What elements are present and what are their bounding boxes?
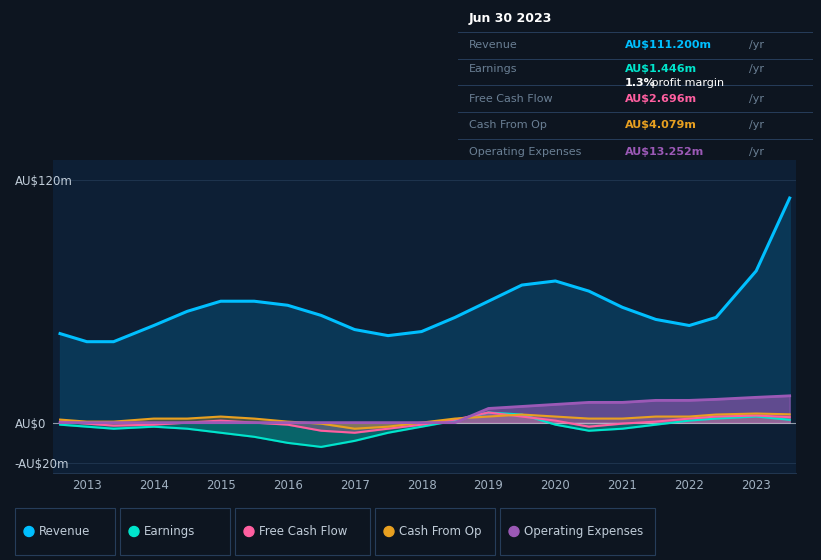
Text: /yr: /yr bbox=[749, 120, 764, 130]
Bar bbox=[235, 508, 370, 555]
Text: Revenue: Revenue bbox=[469, 40, 517, 50]
Text: /yr: /yr bbox=[749, 94, 764, 104]
Text: profit margin: profit margin bbox=[648, 78, 724, 88]
Circle shape bbox=[509, 526, 519, 536]
Text: Cash From Op: Cash From Op bbox=[399, 525, 481, 538]
Text: Operating Expenses: Operating Expenses bbox=[524, 525, 643, 538]
Text: Free Cash Flow: Free Cash Flow bbox=[469, 94, 553, 104]
Text: AU$1.446m: AU$1.446m bbox=[625, 64, 697, 74]
Text: /yr: /yr bbox=[749, 40, 764, 50]
Text: Earnings: Earnings bbox=[469, 64, 517, 74]
Text: Jun 30 2023: Jun 30 2023 bbox=[469, 12, 553, 25]
Bar bbox=[500, 508, 655, 555]
Text: AU$13.252m: AU$13.252m bbox=[625, 147, 704, 157]
Text: AU$4.079m: AU$4.079m bbox=[625, 120, 697, 130]
Circle shape bbox=[244, 526, 254, 536]
Text: 1.3%: 1.3% bbox=[625, 78, 655, 88]
Bar bbox=[375, 508, 495, 555]
Text: Operating Expenses: Operating Expenses bbox=[469, 147, 581, 157]
Text: AU$2.696m: AU$2.696m bbox=[625, 94, 697, 104]
Bar bbox=[120, 508, 230, 555]
Text: Free Cash Flow: Free Cash Flow bbox=[259, 525, 347, 538]
Text: Revenue: Revenue bbox=[39, 525, 90, 538]
Circle shape bbox=[384, 526, 394, 536]
Text: /yr: /yr bbox=[749, 64, 764, 74]
Text: Cash From Op: Cash From Op bbox=[469, 120, 547, 130]
Circle shape bbox=[24, 526, 34, 536]
Text: Earnings: Earnings bbox=[144, 525, 195, 538]
Circle shape bbox=[129, 526, 139, 536]
Text: AU$111.200m: AU$111.200m bbox=[625, 40, 712, 50]
Bar bbox=[15, 508, 115, 555]
Text: /yr: /yr bbox=[749, 147, 764, 157]
